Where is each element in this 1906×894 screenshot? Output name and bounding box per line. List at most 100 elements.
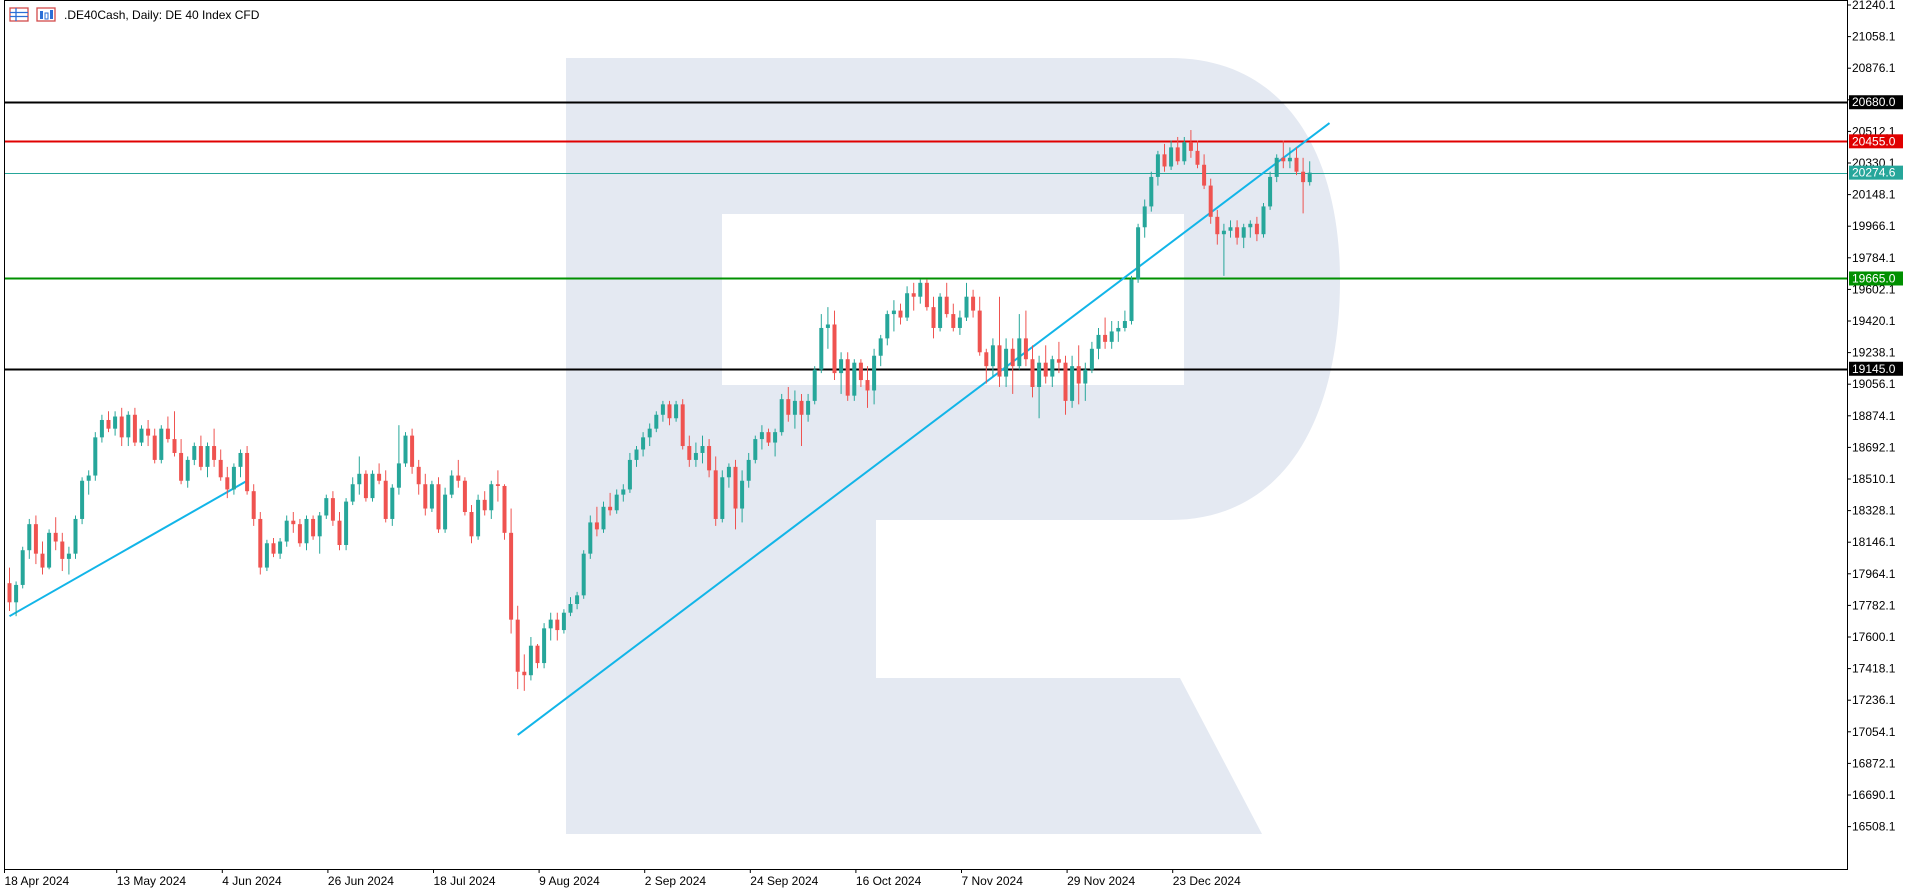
candle — [898, 303, 903, 325]
candle — [515, 605, 520, 690]
y-tick-label: 19966.1 — [1852, 219, 1896, 233]
candle — [80, 477, 85, 525]
candle-body — [707, 446, 712, 471]
y-tick-label: 21240.1 — [1852, 0, 1896, 12]
candle-body — [139, 428, 144, 443]
y-tick-label: 18328.1 — [1852, 504, 1896, 518]
grid-table-icon[interactable] — [9, 7, 29, 22]
x-tick-label: 18 Apr 2024 — [5, 874, 70, 888]
candle — [1241, 223, 1246, 249]
candle — [423, 473, 428, 516]
trendline-aug-jan[interactable] — [517, 122, 1331, 736]
candle-body — [713, 470, 718, 519]
candle-body — [132, 414, 137, 443]
x-tick-label: 16 Oct 2024 — [856, 874, 922, 888]
candle — [852, 359, 857, 401]
candle — [1063, 355, 1068, 415]
candle-body — [462, 480, 467, 513]
candle — [561, 609, 566, 634]
candle-body — [984, 352, 989, 367]
candle-body — [330, 498, 335, 521]
candle — [99, 414, 104, 443]
candle — [363, 470, 368, 502]
level-19145-badge — [1849, 361, 1903, 376]
candle — [40, 541, 45, 575]
candle — [924, 279, 929, 311]
candle — [608, 492, 613, 516]
candle — [667, 400, 672, 426]
candle-body — [680, 404, 685, 447]
candle — [27, 518, 32, 559]
candle — [819, 314, 824, 374]
current-20274-label: 20274.6 — [1852, 166, 1896, 180]
candle-body — [429, 484, 434, 509]
candle — [330, 491, 335, 526]
candle — [1155, 150, 1160, 186]
candle-body — [759, 432, 764, 440]
candle — [693, 442, 698, 467]
candle-body — [1149, 176, 1154, 207]
candle — [205, 442, 210, 478]
chart-type-icon[interactable] — [36, 7, 56, 22]
candle-body — [198, 446, 203, 467]
candle — [878, 334, 883, 367]
candle — [60, 532, 65, 572]
candle — [1142, 199, 1147, 238]
y-tick-label: 18146.1 — [1852, 535, 1896, 549]
candle — [317, 512, 322, 554]
candle-body — [1215, 216, 1220, 235]
candle — [700, 435, 705, 464]
plot-frame — [4, 0, 1848, 870]
candle — [73, 515, 78, 559]
candle — [238, 449, 243, 478]
candle — [278, 538, 283, 559]
candle-body — [66, 553, 71, 559]
price-axis[interactable]: 21240.121058.120876.120694.120512.120330… — [1847, 0, 1896, 834]
candle — [1248, 220, 1253, 238]
candle — [1129, 275, 1134, 325]
candle — [621, 484, 626, 502]
candle — [1195, 140, 1200, 169]
y-tick-label: 21058.1 — [1852, 30, 1896, 44]
candle-body — [700, 446, 705, 453]
candle-body — [588, 522, 593, 554]
candle-body — [911, 293, 916, 297]
candle — [773, 428, 778, 457]
y-tick-label: 19784.1 — [1852, 251, 1896, 265]
candle — [403, 432, 408, 467]
trendline-apr-jun[interactable] — [9, 479, 248, 618]
candle-body — [647, 428, 652, 438]
x-tick-label: 26 Jun 2024 — [328, 874, 394, 888]
y-tick-label: 19602.1 — [1852, 282, 1896, 296]
level-19145-label: 19145.0 — [1852, 362, 1896, 376]
y-tick-label: 16690.1 — [1852, 788, 1896, 802]
trendlines — [9, 122, 1331, 736]
candle — [779, 393, 784, 436]
candle-body — [1182, 142, 1187, 162]
candle-body — [548, 619, 553, 629]
candle — [192, 442, 197, 466]
candle-body — [1301, 171, 1306, 183]
candle-body — [264, 543, 269, 568]
candle — [185, 456, 190, 488]
candle-body — [1109, 331, 1114, 342]
candle — [1043, 345, 1048, 384]
candle-body — [542, 628, 547, 664]
candle-body — [482, 499, 487, 511]
candle-body — [231, 466, 236, 490]
candle-body — [693, 452, 698, 460]
candle-body — [93, 437, 98, 476]
time-axis[interactable]: 18 Apr 2024 13 May 2024 4 Jun 2024 26 Jun 2… — [4, 869, 1242, 888]
candle — [542, 623, 547, 669]
candle — [1215, 209, 1220, 245]
candle-body — [1281, 157, 1286, 162]
candle-body — [660, 404, 665, 415]
candle — [1287, 147, 1292, 169]
candle — [1109, 321, 1114, 349]
candle — [357, 456, 362, 495]
candle — [231, 463, 236, 495]
candle — [1089, 341, 1094, 374]
y-tick-label: 17054.1 — [1852, 725, 1896, 739]
resistance-20455-label: 20455.0 — [1852, 134, 1896, 148]
